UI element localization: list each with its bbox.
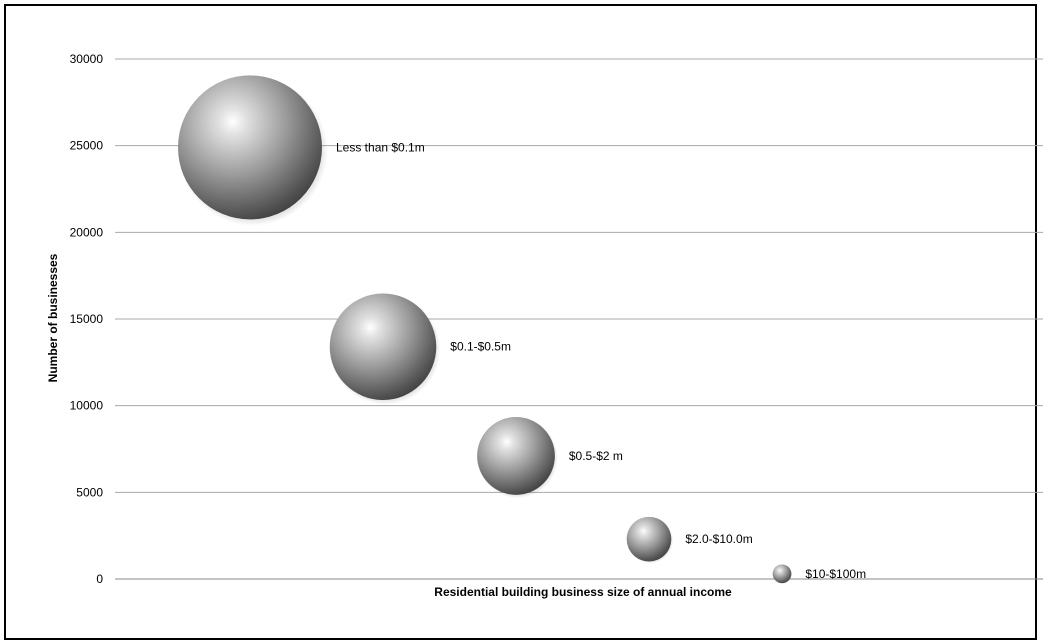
y-axis-ticks: 0 5000 10000 15000 20000 25000 30000 <box>70 52 104 586</box>
bubble <box>477 417 555 495</box>
y-axis-title: Number of businesses <box>46 253 60 382</box>
bubble-label: $0.1-$0.5m <box>450 340 511 354</box>
bubble-label: Less than $0.1m <box>336 140 425 154</box>
bubble <box>178 75 322 220</box>
bubble <box>626 516 672 562</box>
y-tick-label: 20000 <box>70 225 104 239</box>
bubble <box>772 564 792 584</box>
y-tick-label: 10000 <box>70 399 104 413</box>
y-tick-label: 5000 <box>76 485 103 499</box>
y-tick-label: 30000 <box>70 52 104 66</box>
gridlines <box>115 58 1043 580</box>
bubble-label: $2.0-$10.0m <box>685 532 752 546</box>
bubble-label: $0.5-$2 m <box>569 449 623 463</box>
bubble-labels: Less than $0.1m $0.1-$0.5m $0.5-$2 m $2.0-$… <box>336 140 866 580</box>
bubbles <box>178 75 793 585</box>
y-tick-label: 15000 <box>70 312 104 326</box>
bubble-label: $10-$100m <box>805 567 866 581</box>
y-tick-label: 25000 <box>70 139 104 153</box>
y-tick-label: 0 <box>96 572 103 586</box>
x-axis-title: Residential building business size of an… <box>434 585 732 599</box>
chart-frame <box>4 4 1037 640</box>
bubble <box>329 293 437 401</box>
